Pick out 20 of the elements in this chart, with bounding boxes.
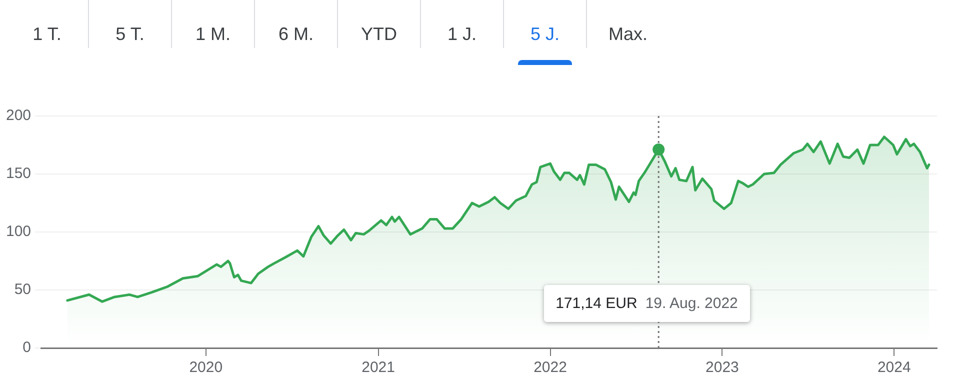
text: 6 M. (254, 0, 337, 48)
x-tick-label: 2022 (534, 359, 567, 376)
text: 1 T. (32, 23, 62, 46)
text: Max. (586, 0, 669, 48)
text: 1 M. (171, 0, 254, 48)
x-tick-label: 2023 (706, 359, 739, 376)
y-tick-label: 200 (6, 107, 32, 124)
annotation: 171,14 EUR (556, 295, 638, 312)
text: 5 T. (88, 0, 171, 48)
text: 5 J. (503, 0, 586, 48)
text: 1 J. (420, 0, 503, 48)
x-tick-label: 2020 (189, 359, 223, 376)
y-tick-label: 100 (6, 223, 32, 240)
y-tick-label: 50 (14, 281, 32, 298)
y-tick-label: 0 (22, 339, 32, 356)
annotation: 19. Aug. 2022 (645, 295, 738, 312)
x-tick-label: 2024 (877, 359, 911, 376)
x-tick-label: 2021 (362, 359, 395, 376)
text: YTD (337, 0, 420, 48)
y-tick-label: 150 (6, 165, 32, 182)
